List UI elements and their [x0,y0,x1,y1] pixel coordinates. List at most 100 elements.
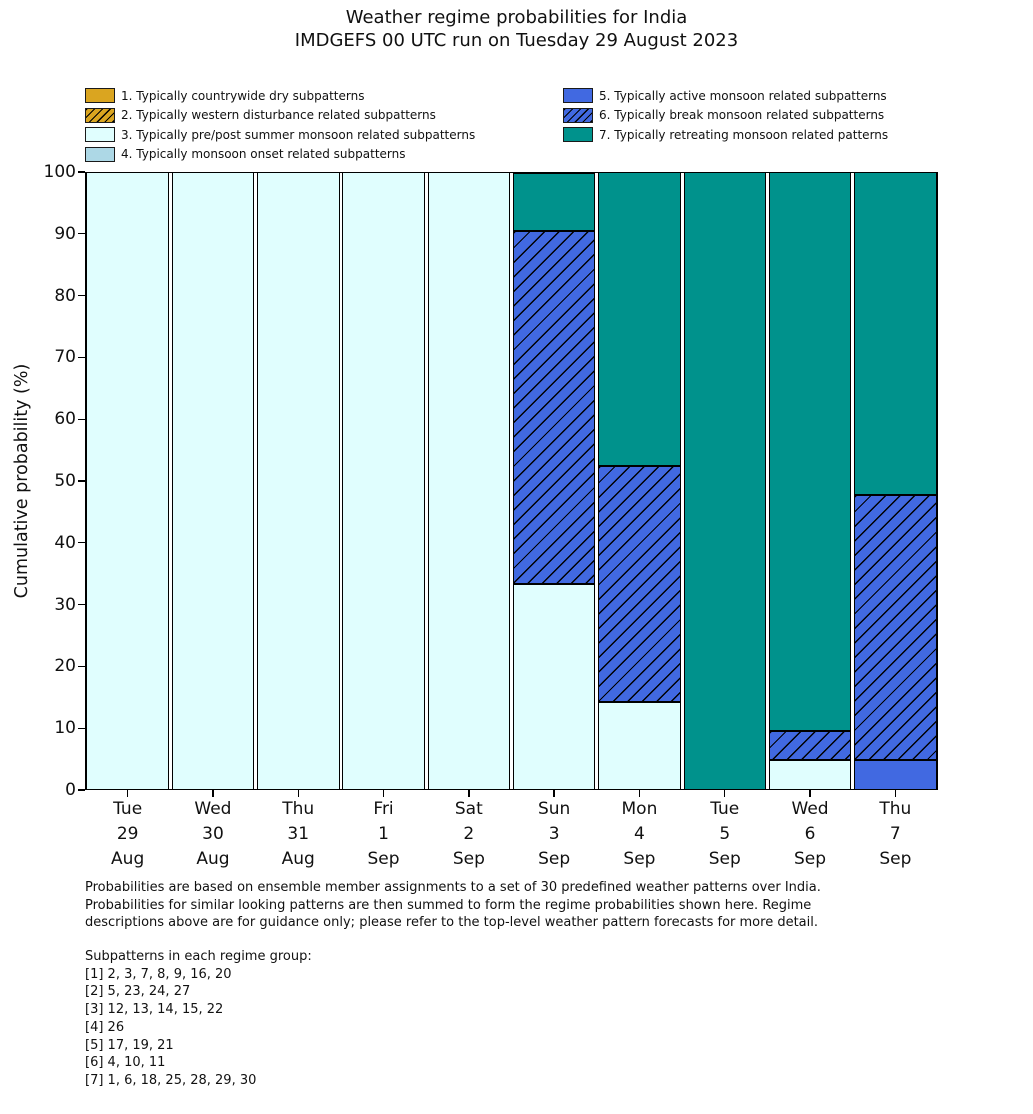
bar-segment-col1-regime-3 [86,172,169,790]
chart-title-line2: IMDGEFS 00 UTC run on Tuesday 29 August … [294,30,739,51]
bar-segment-col7-regime-3 [598,701,681,790]
x-tick [468,790,470,797]
x-tick-label: Mon 4 Sep [597,797,682,872]
x-tick-label-line: Fri [373,799,394,819]
bar-segment-col10-regime-5 [854,760,937,790]
footer-subpatterns: Subpatterns in each regime group: [1] 2,… [85,948,312,1090]
subpattern-line: [1] 2, 3, 7, 8, 9, 16, 20 [85,966,232,982]
x-tick-label: Fri 1 Sep [341,797,426,872]
legend-swatch-2 [85,107,115,123]
x-tick [809,790,811,797]
x-tick-label: Thu 31 Aug [256,797,341,872]
x-tick-label-line: 5 [719,824,731,844]
y-tick-label: 90 [54,223,76,244]
x-tick-label-line: Aug [111,849,145,869]
subpattern-line: [6] 4, 10, 11 [85,1055,166,1071]
x-tick [297,790,299,797]
x-tick-label-line: 1 [378,824,389,844]
x-tick-label: Sat 2 Sep [426,797,511,872]
bar-segment-col10-regime-6 [854,495,937,761]
x-tick-label-line: Sat [454,799,483,819]
footer-description: Probabilities are based on ensemble memb… [85,879,821,932]
bar-segment-col6-regime-6 [512,231,596,585]
x-tick-label-line: 6 [804,824,816,844]
bar-segment-col5-regime-3 [427,172,511,790]
bar-segment-col7-regime-7 [598,172,681,467]
bar-segment-col8-regime-7 [683,172,766,790]
plot-area [85,172,938,790]
x-tick-label-line: 31 [287,824,310,844]
legend-swatch-3 [85,127,115,143]
legend-swatch-7 [563,127,593,143]
legend-label-5: 5. Typically active monsoon related subp… [599,88,887,103]
y-tick [78,480,85,482]
y-tick [78,603,85,606]
x-tick [724,790,726,797]
x-tick-label-line: Tue [113,799,143,819]
y-tick-label: 70 [54,347,76,368]
x-tick-label-line: Tue [710,799,740,819]
y-tick-label: 30 [54,594,76,615]
x-tick-label-line: 3 [548,824,560,844]
y-tick [78,233,85,235]
y-tick [78,542,85,544]
x-tick-label-line: Aug [196,849,230,869]
footer-description-line: Probabilities for similar looking patter… [85,897,812,913]
legend-label-6: 6. Typically break monsoon related subpa… [599,108,885,123]
bar-segment-col4-regime-3 [342,172,425,790]
y-tick-label: 100 [43,162,76,182]
y-tick [78,356,85,359]
legend-label-2: 2. Typically western disturbance related… [121,108,436,123]
y-tick [78,727,85,729]
legend-label-4: 4. Typically monsoon onset related subpa… [121,147,406,162]
x-tick [382,790,385,797]
bar-segment-col7-regime-6 [598,466,681,702]
x-tick-label-line: Sep [538,849,571,869]
chart-title-line1: Weather regime probabilities for India [345,7,688,28]
y-tick [78,789,85,791]
x-tick-label-line: 30 [202,824,224,844]
bar-segment-col10-regime-7 [854,172,937,496]
x-tick [894,790,897,797]
y-tick [78,665,85,668]
bar-segment-col9-regime-3 [768,760,852,790]
bar-segment-col6-regime-7 [512,172,596,232]
legend-swatch-4 [85,146,115,162]
bar-segment-col6-regime-3 [512,584,596,790]
y-tick [78,418,85,420]
x-tick-label-line: 7 [889,824,901,844]
legend-swatch-1 [85,88,115,103]
legend-label-3: 3. Typically pre/post summer monsoon rel… [121,127,476,142]
legend-swatch-5 [563,88,593,103]
y-tick-label: 10 [54,718,76,739]
x-tick [126,790,129,797]
x-tick-label-line: 4 [634,824,645,844]
x-tick-label-line: Thu [282,799,315,819]
subpattern-line: [4] 26 [85,1019,125,1035]
subpattern-line: [2] 5, 23, 24, 27 [85,984,191,1000]
y-tick [78,171,85,173]
x-tick-label: Tue 29 Aug [85,797,170,872]
legend-swatch-6 [563,107,593,123]
legend-label-7: 7. Typically retreating monsoon related … [599,127,889,142]
x-tick [212,790,214,797]
subpatterns-header: Subpatterns in each regime group: [85,949,312,964]
subpattern-line: [3] 12, 13, 14, 15, 22 [85,1002,224,1018]
x-tick-label-line: Sep [708,849,741,869]
x-tick-label: Thu 7 Sep [853,797,938,872]
x-tick-label-line: Mon [621,799,658,819]
y-tick [78,294,85,297]
x-tick-label: Sun 3 Sep [512,797,597,872]
y-tick-label: 0 [65,780,76,800]
x-tick-label-line: Aug [281,849,315,869]
y-axis-label: Cumulative probability (%) [12,363,32,599]
x-tick-label-line: Sep [452,849,485,869]
y-tick-label: 40 [54,532,76,553]
subpattern-line: [5] 17, 19, 21 [85,1037,174,1053]
x-tick [638,790,641,797]
y-tick-label: 80 [54,285,76,306]
footer-description-line: descriptions above are for guidance only… [85,915,818,931]
bar-segment-col9-regime-6 [768,730,852,761]
x-tick-label: Tue 5 Sep [682,797,767,872]
